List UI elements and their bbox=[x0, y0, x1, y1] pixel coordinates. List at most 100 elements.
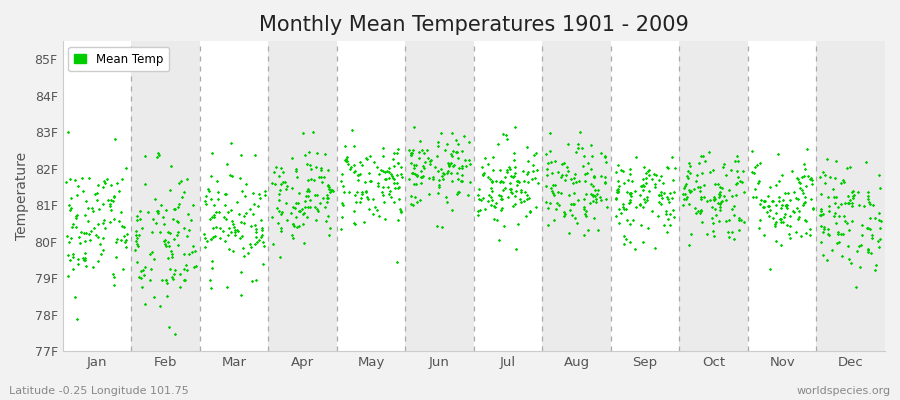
Point bbox=[729, 181, 743, 187]
Point bbox=[274, 165, 288, 171]
Point bbox=[776, 218, 790, 225]
Point bbox=[682, 163, 697, 170]
Point bbox=[518, 188, 533, 195]
Point bbox=[348, 199, 363, 206]
Point bbox=[248, 234, 263, 240]
Point bbox=[360, 194, 374, 200]
Point bbox=[486, 154, 500, 160]
Point bbox=[171, 180, 185, 186]
Point bbox=[295, 221, 310, 228]
Point bbox=[514, 189, 528, 195]
Point bbox=[72, 234, 86, 240]
Point bbox=[204, 265, 219, 271]
Point bbox=[378, 216, 392, 222]
Point bbox=[132, 216, 147, 222]
Point bbox=[235, 188, 249, 194]
Point bbox=[228, 232, 242, 238]
Point bbox=[589, 198, 603, 205]
Point bbox=[797, 194, 812, 200]
Point bbox=[678, 191, 692, 197]
Point bbox=[517, 198, 531, 204]
Point bbox=[835, 177, 850, 183]
Point bbox=[793, 180, 807, 186]
Point bbox=[133, 268, 148, 274]
Point bbox=[347, 168, 362, 175]
Point bbox=[780, 190, 795, 197]
Point bbox=[382, 191, 397, 198]
Point bbox=[712, 218, 726, 224]
Point bbox=[422, 191, 436, 197]
Point bbox=[821, 226, 835, 232]
Point bbox=[840, 220, 854, 226]
Bar bbox=[611, 41, 680, 351]
Point bbox=[610, 187, 625, 193]
Point bbox=[455, 172, 470, 178]
Point bbox=[494, 196, 508, 202]
Point bbox=[140, 209, 155, 215]
Point bbox=[797, 199, 812, 205]
Point bbox=[452, 165, 466, 171]
Point bbox=[871, 238, 886, 244]
Point bbox=[554, 161, 569, 167]
Point bbox=[359, 156, 374, 162]
Point bbox=[375, 168, 390, 174]
Point bbox=[234, 219, 248, 225]
Point bbox=[565, 201, 580, 208]
Point bbox=[402, 176, 417, 182]
Point bbox=[693, 210, 707, 216]
Point bbox=[463, 178, 477, 185]
Point bbox=[82, 231, 96, 238]
Point bbox=[285, 235, 300, 241]
Point bbox=[83, 237, 97, 244]
Point bbox=[520, 170, 535, 177]
Point bbox=[657, 222, 671, 228]
Point bbox=[163, 187, 177, 194]
Point bbox=[91, 258, 105, 265]
Point bbox=[584, 190, 598, 197]
Point bbox=[371, 180, 385, 186]
Point bbox=[713, 207, 727, 213]
Point bbox=[862, 226, 877, 232]
Point bbox=[779, 201, 794, 208]
Point bbox=[227, 223, 241, 230]
Point bbox=[647, 245, 662, 252]
Point bbox=[845, 193, 859, 200]
Point bbox=[234, 292, 248, 298]
Point bbox=[856, 203, 870, 210]
Point bbox=[557, 211, 572, 217]
Point bbox=[68, 213, 83, 219]
Point bbox=[238, 252, 252, 259]
Point bbox=[623, 166, 637, 172]
Point bbox=[773, 218, 788, 225]
Point bbox=[336, 202, 350, 208]
Point bbox=[860, 196, 875, 203]
Point bbox=[115, 222, 130, 229]
Point bbox=[301, 186, 315, 193]
Point bbox=[182, 251, 196, 258]
Point bbox=[451, 189, 465, 195]
Point bbox=[628, 204, 643, 210]
Point bbox=[171, 242, 185, 248]
Point bbox=[798, 166, 813, 172]
Point bbox=[405, 170, 419, 176]
Point bbox=[217, 237, 231, 244]
Point bbox=[338, 157, 352, 164]
Point bbox=[79, 198, 94, 205]
Point bbox=[586, 198, 600, 204]
Point bbox=[353, 170, 367, 177]
Point bbox=[774, 202, 788, 208]
Point bbox=[499, 132, 513, 138]
Point bbox=[454, 178, 469, 184]
Point bbox=[297, 240, 311, 246]
Point bbox=[580, 191, 594, 198]
Bar bbox=[680, 41, 748, 351]
Point bbox=[851, 242, 866, 249]
Point bbox=[623, 239, 637, 245]
Point bbox=[842, 200, 856, 206]
Point bbox=[74, 228, 88, 235]
Point bbox=[257, 188, 272, 194]
Point bbox=[359, 188, 374, 194]
Point bbox=[702, 169, 716, 176]
Point bbox=[382, 169, 396, 175]
Point bbox=[135, 284, 149, 291]
